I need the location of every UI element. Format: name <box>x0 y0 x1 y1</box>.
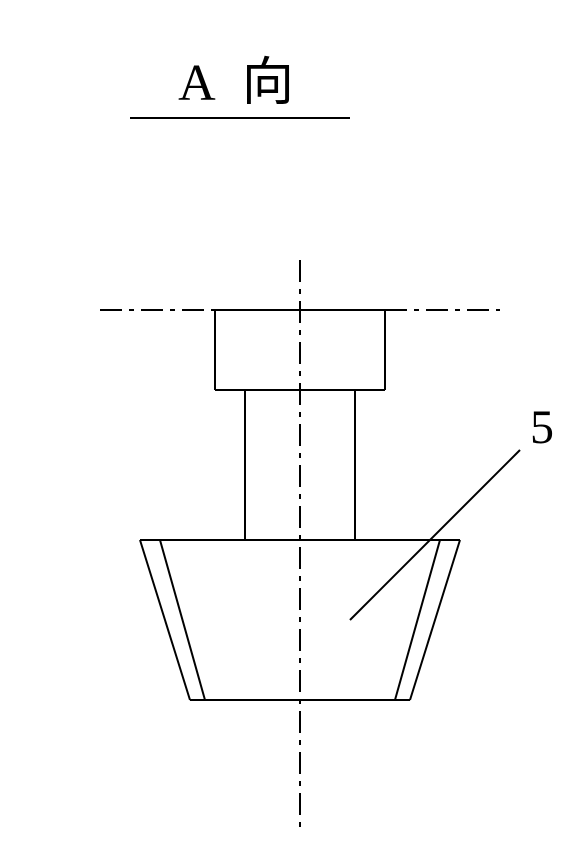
view-title-group: A 向 <box>130 40 350 119</box>
callout-label-5: 5 <box>530 400 554 455</box>
view-title: A 向 <box>130 40 350 115</box>
title-underline <box>130 117 350 119</box>
drawing-area: 5 <box>40 260 540 840</box>
engineering-drawing-svg <box>40 260 582 860</box>
callout-leader <box>350 450 520 620</box>
